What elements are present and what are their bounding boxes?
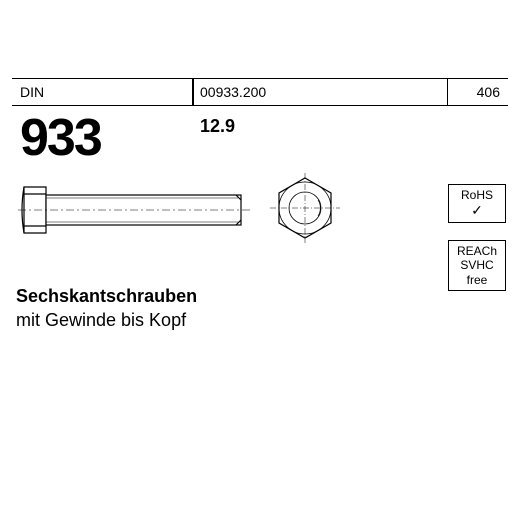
header-standard: DIN (20, 84, 44, 100)
din-number: 933 (20, 108, 101, 168)
header-divider (192, 79, 194, 105)
bolt-top-view (270, 173, 340, 243)
strength-class: 12.9 (200, 116, 235, 137)
rohs-badge: RoHS ✓ (448, 184, 506, 223)
header-divider (447, 79, 449, 105)
reach-line1: REACh (449, 244, 505, 258)
bolt-side-view (18, 180, 253, 240)
check-icon: ✓ (449, 202, 505, 219)
datasheet-panel: DIN 00933.200 406 933 12.9 (0, 78, 520, 442)
header-row: DIN 00933.200 406 (12, 78, 508, 106)
product-subtitle: mit Gewinde bis Kopf (16, 310, 186, 331)
reach-badge: REACh SVHC free (448, 240, 506, 291)
reach-line3: free (449, 273, 505, 287)
header-right-code: 406 (477, 84, 500, 100)
header-code: 00933.200 (200, 84, 266, 100)
reach-line2: SVHC (449, 258, 505, 272)
product-title: Sechskantschrauben (16, 286, 197, 307)
rohs-label: RoHS (461, 188, 493, 202)
